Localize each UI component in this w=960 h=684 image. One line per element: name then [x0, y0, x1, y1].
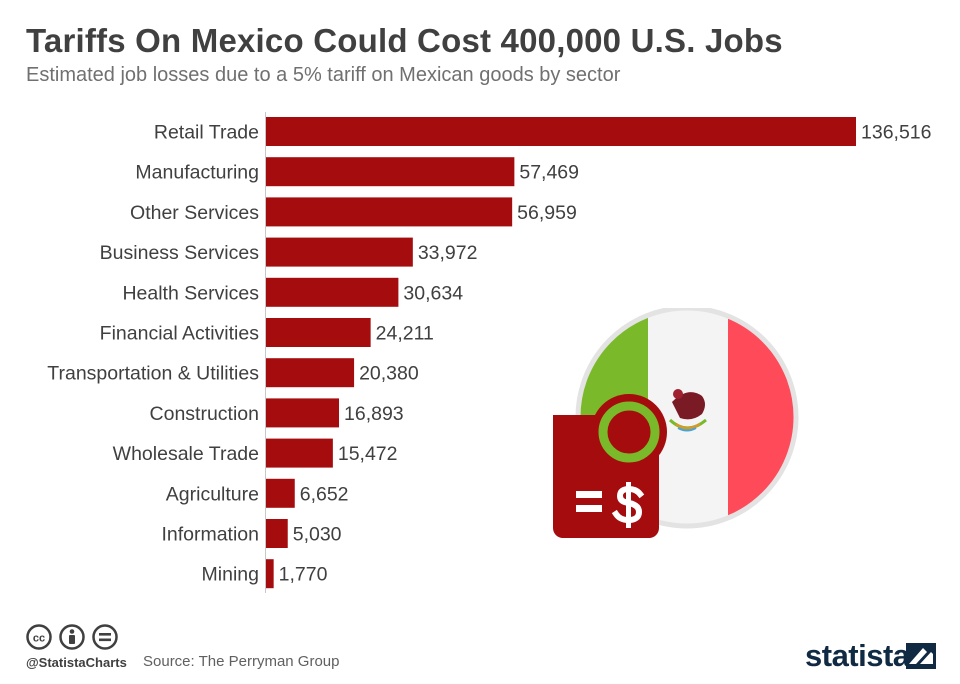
bar-chart: Retail Trade 136,516 Manufacturing 57,469 Ot… [47, 112, 932, 593]
statista-wordmark[interactable]: statista [805, 638, 910, 673]
bars-layer: Retail Trade 136,516 Manufacturing 57,469 Ot… [47, 117, 932, 589]
value-label-agriculture: 6,652 [300, 483, 349, 505]
bar-financial-activities [266, 318, 371, 347]
category-label-retail-trade: Retail Trade [154, 122, 259, 144]
no-derivatives-icon [92, 624, 118, 650]
bar-mining [266, 559, 274, 589]
value-label-mining: 1,770 [279, 564, 328, 586]
value-label-construction: 16,893 [344, 403, 404, 425]
chart-title: Tariffs On Mexico Could Cost 400,000 U.S… [26, 22, 783, 59]
value-label-other-services: 56,959 [517, 202, 577, 224]
attribution-icon [59, 624, 85, 650]
value-label-business-services: 33,972 [418, 242, 478, 264]
dollar-icon [611, 482, 645, 528]
category-label-mining: Mining [202, 564, 259, 586]
license-icons: cc [26, 624, 118, 650]
bar-other-services [266, 197, 513, 227]
statista-logo-icon [906, 643, 936, 669]
bar-retail-trade [266, 117, 856, 146]
category-label-agriculture: Agriculture [166, 483, 259, 505]
category-label-wholesale-trade: Wholesale Trade [113, 443, 259, 465]
eagle-emblem-icon [668, 389, 707, 432]
category-label-construction: Construction [150, 403, 259, 425]
category-label-health-services: Health Services [122, 282, 259, 304]
creative-commons-icon: cc [26, 624, 52, 650]
bar-health-services [266, 277, 399, 307]
value-label-information: 5,030 [293, 524, 342, 546]
value-label-manufacturing: 57,469 [519, 162, 579, 184]
category-label-business-services: Business Services [100, 242, 260, 264]
bar-construction [266, 398, 340, 428]
bar-business-services [266, 237, 413, 267]
value-label-transportation-utilities: 20,380 [359, 363, 419, 385]
category-label-transportation-utilities: Transportation & Utilities [47, 363, 259, 385]
category-label-other-services: Other Services [130, 202, 259, 224]
value-label-health-services: 30,634 [403, 282, 463, 304]
category-label-financial-activities: Financial Activities [100, 323, 260, 345]
mexico-tariff-illustration [553, 308, 799, 538]
chart-subtitle: Estimated job losses due to a 5% tariff … [26, 64, 621, 86]
category-label-manufacturing: Manufacturing [135, 162, 259, 184]
bar-agriculture [266, 478, 295, 508]
bar-information [266, 519, 288, 548]
bar-transportation-utilities [266, 358, 355, 388]
bar-wholesale-trade [266, 438, 333, 468]
category-label-information: Information [161, 524, 259, 546]
value-label-wholesale-trade: 15,472 [338, 443, 398, 465]
bar-manufacturing [266, 157, 515, 187]
value-label-retail-trade: 136,516 [861, 122, 932, 144]
footer-source: Source: The Perryman Group [143, 653, 340, 670]
percent-icon [591, 394, 667, 470]
svg-text:cc: cc [33, 633, 45, 645]
footer-handle: @StatistaCharts [26, 655, 127, 670]
value-label-financial-activities: 24,211 [376, 323, 434, 345]
